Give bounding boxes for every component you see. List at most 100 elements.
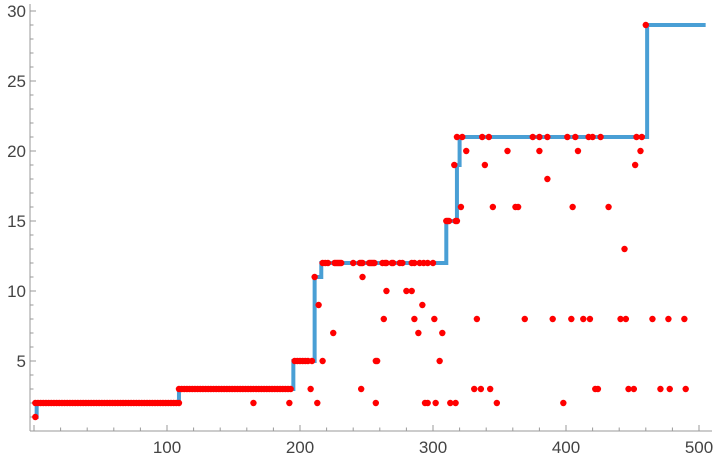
y-tick-label: 15 [7,212,26,231]
data-point [473,315,481,323]
data-point [481,161,489,169]
y-tick-label: 30 [7,2,26,21]
data-point [514,203,522,211]
y-tick-label: 10 [7,282,26,301]
y-tick-label: 5 [17,352,26,371]
data-point [424,399,431,407]
data-point [431,315,438,323]
data-point [319,357,326,365]
data-point [399,259,406,267]
data-point [569,203,576,211]
data-point [471,385,478,393]
data-point [286,399,293,407]
data-point [359,259,366,267]
data-point [594,385,602,393]
data-point [549,315,556,323]
data-point [32,413,39,421]
data-point [529,133,536,141]
x-tick-label: 300 [419,438,447,457]
data-point [486,385,494,393]
data-point [589,133,596,141]
data-point [429,259,437,267]
data-point [411,315,418,323]
data-point [383,259,390,267]
data-point [447,399,454,407]
data-point [453,217,461,225]
data-point [681,315,688,323]
data-point [682,385,689,393]
data-point [383,287,390,295]
data-point [308,357,316,365]
data-point [493,399,501,407]
data-point [631,161,639,169]
data-point [630,385,638,393]
data-point [445,217,453,225]
data-point [439,329,446,337]
data-point [380,315,387,323]
data-point [330,329,337,337]
data-point [572,133,579,141]
data-point [175,399,183,407]
data-point [633,133,640,141]
data-point [452,399,459,407]
data-point [536,147,543,155]
step-line [34,23,706,419]
data-point [544,175,551,183]
x-tick-label: 500 [685,438,713,457]
data-point [622,315,630,323]
data-point [403,287,410,295]
data-point [459,133,466,141]
data-point [250,399,257,407]
data-point [324,259,332,267]
data-point [457,203,465,211]
y-tick-label: 25 [7,72,26,91]
data-point [638,133,646,141]
data-point [311,273,318,281]
data-point [665,315,672,323]
data-point [564,133,571,141]
data-point [657,385,664,393]
data-point [477,385,485,393]
data-point [536,133,543,141]
x-tick-label: 400 [552,438,580,457]
series [32,21,706,421]
data-point [389,259,397,267]
data-point [485,133,493,141]
data-point [625,385,632,393]
data-point [489,203,497,211]
data-point [586,315,594,323]
data-point [357,385,365,393]
data-point [479,133,486,141]
data-point [314,399,321,407]
y-tick-label: 20 [7,142,26,161]
axes [29,4,712,432]
data-point [350,259,357,267]
data-point [597,133,604,141]
data-point [419,301,426,309]
data-point [359,273,366,281]
data-point [307,385,314,393]
data-point [621,245,628,253]
data-point [411,259,418,267]
data-point [372,399,380,407]
data-point [371,259,378,267]
data-point [560,399,567,407]
x-tick-label: 200 [286,438,314,457]
data-point [605,203,612,211]
data-point [436,357,443,365]
data-point [453,133,461,141]
data-point [287,385,294,393]
data-point [568,315,575,323]
data-point [451,161,458,169]
data-point [408,287,415,295]
data-point [544,133,551,141]
data-point [338,259,345,267]
data-point [424,259,431,267]
data-point [373,357,381,365]
data-point [432,399,439,407]
data-point [666,385,673,393]
data-point [580,315,587,323]
data-point [642,21,649,29]
data-point [574,147,582,155]
